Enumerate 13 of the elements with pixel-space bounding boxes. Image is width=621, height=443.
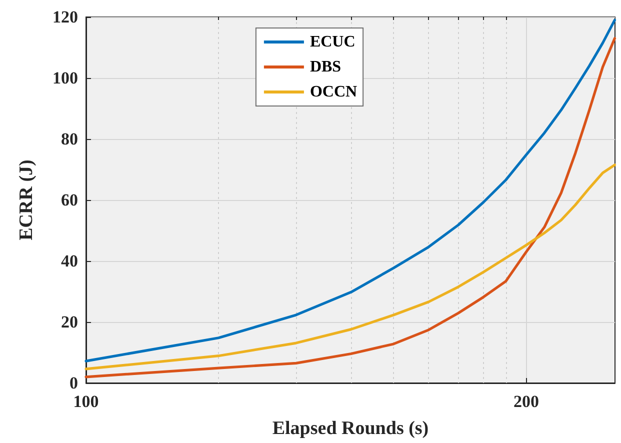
y-tick-label: 20 [61,312,78,332]
x-axis-title: Elapsed Rounds (s) [272,418,429,439]
y-axis-title: ECRR (J) [16,160,37,240]
legend-label: DBS [310,58,342,76]
y-tick-label: 120 [52,8,78,26]
x-tick-label: 200 [513,392,539,411]
y-tick-label: 40 [61,252,78,270]
y-tick-label: 0 [70,374,78,392]
y-tick-label: 60 [61,190,78,210]
legend-label: OCCN [310,84,358,100]
y-tick-label: 80 [61,130,78,148]
legend-label: ECUC [310,34,356,50]
y-tick-label: 100 [52,68,78,88]
